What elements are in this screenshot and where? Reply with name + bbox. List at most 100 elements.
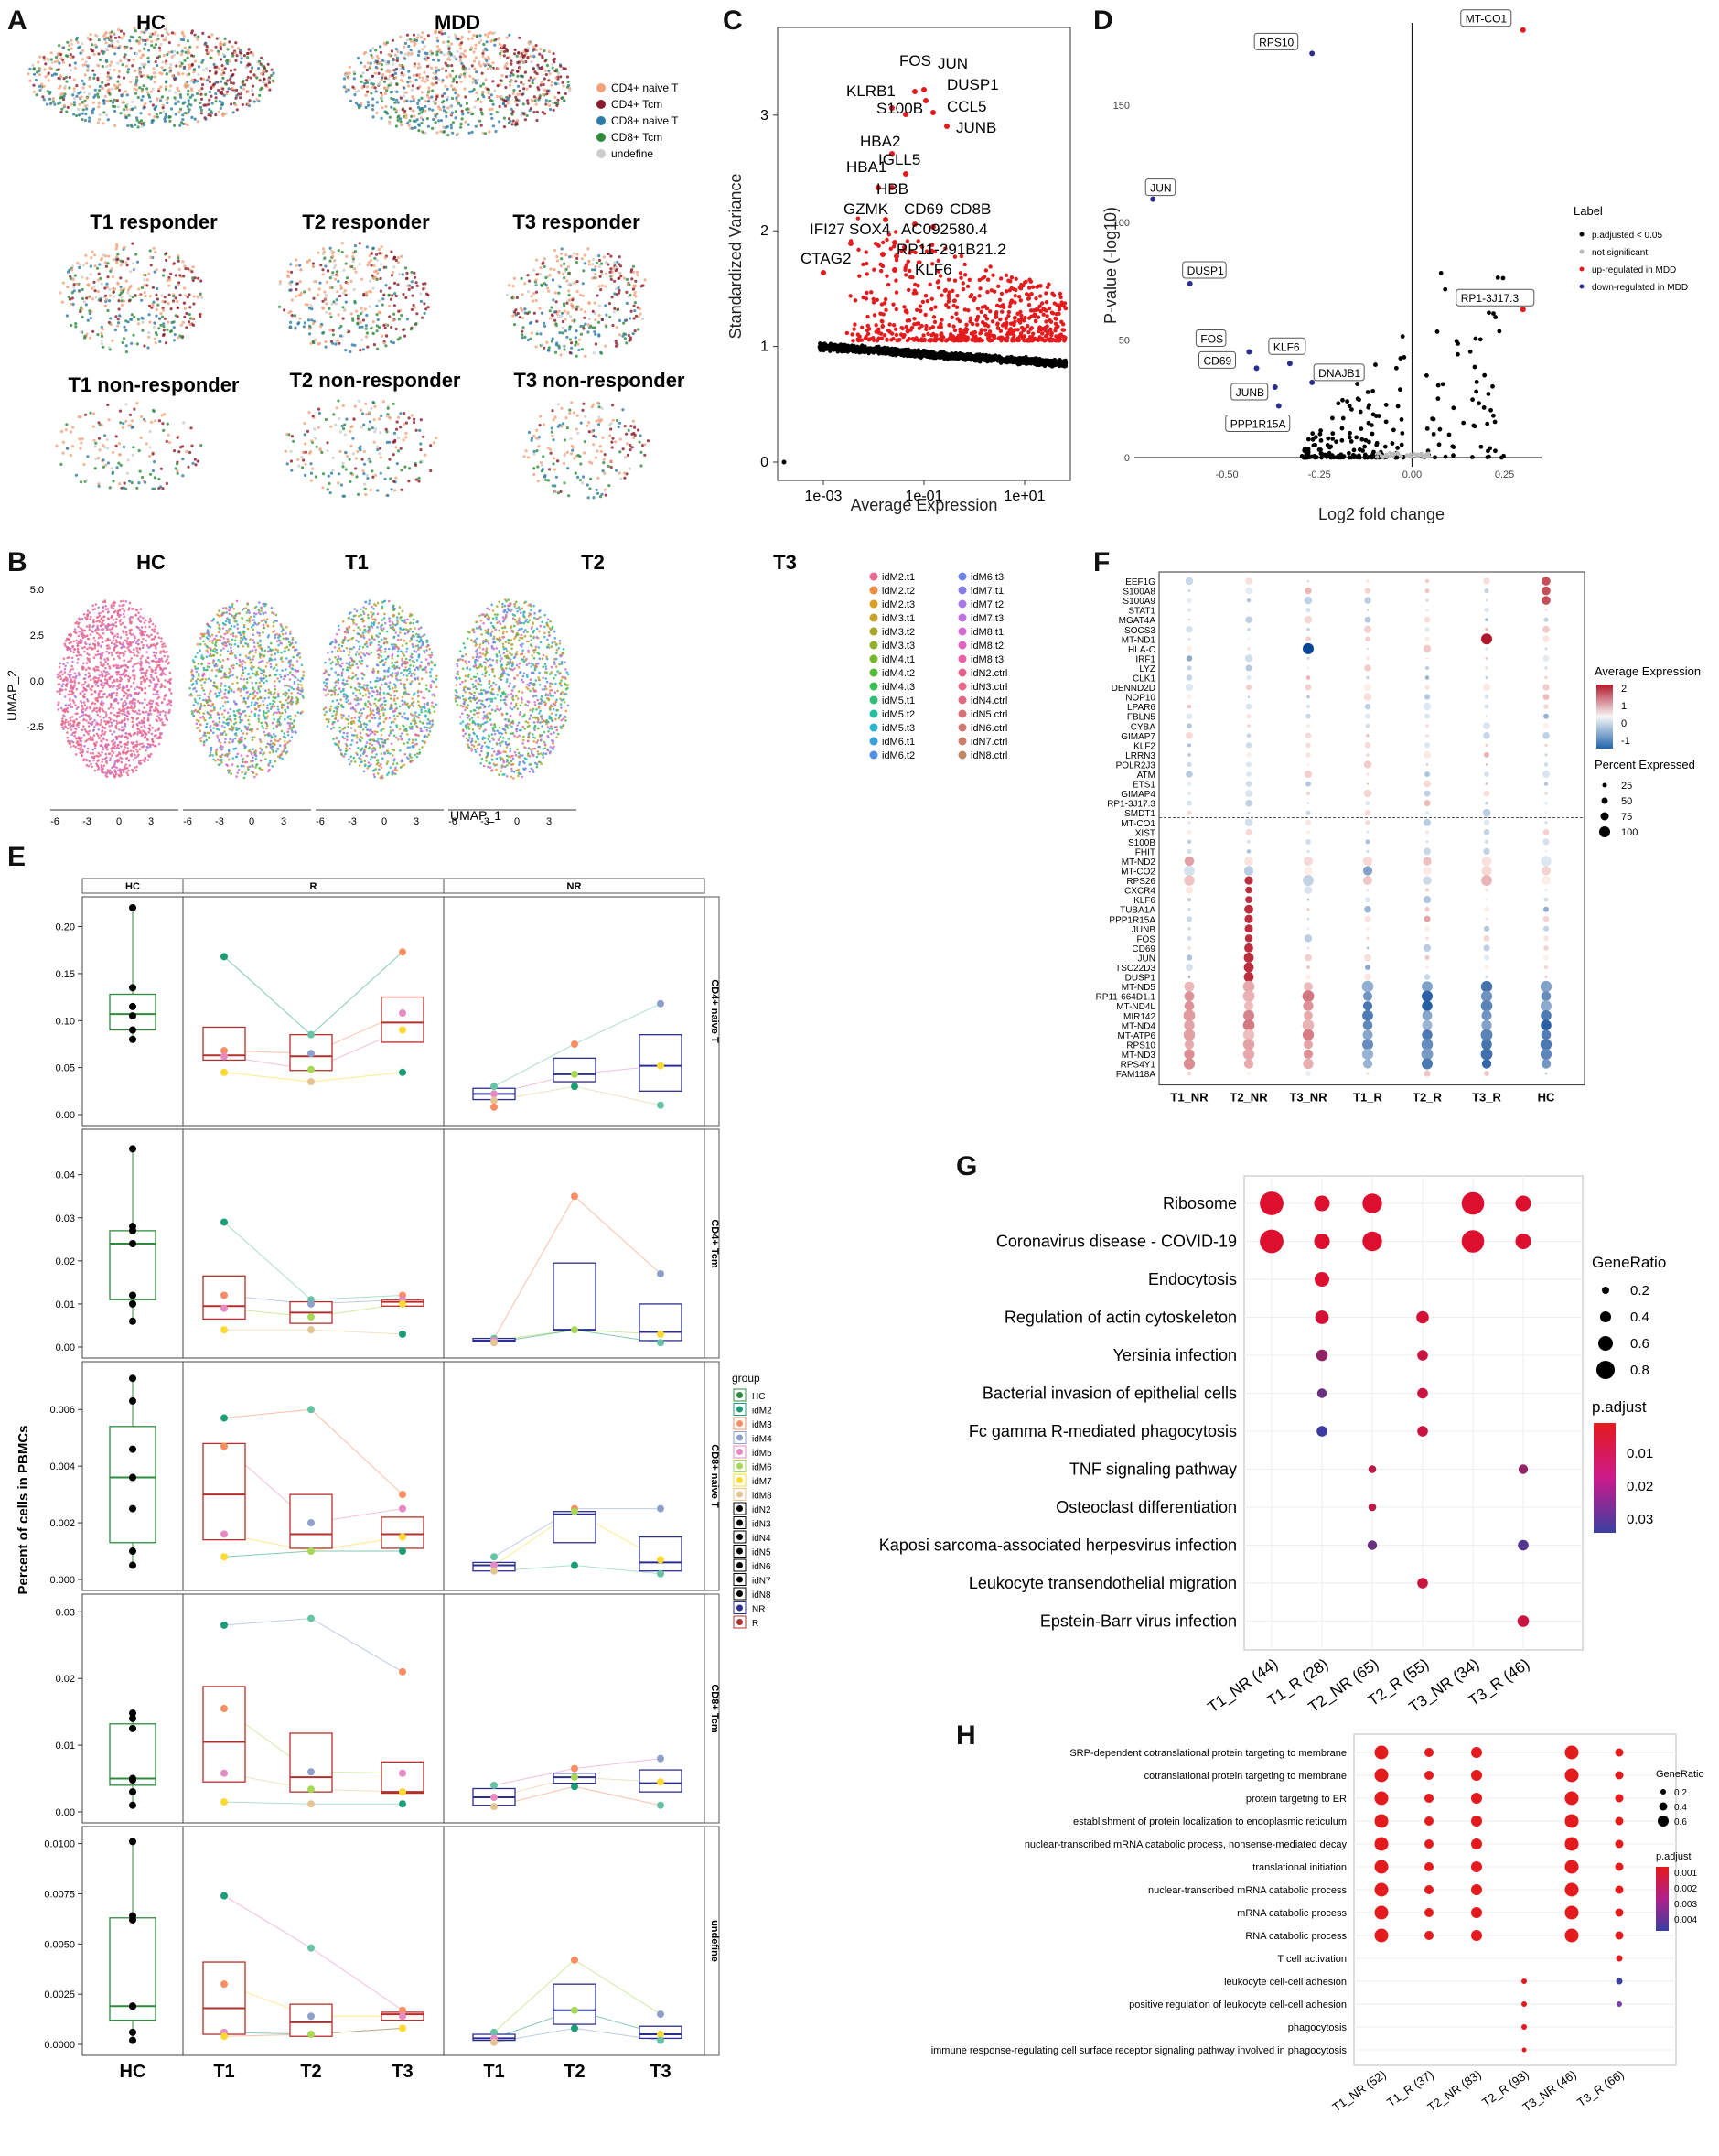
y-tick-label: 0.01 — [56, 1299, 75, 1310]
enrichment-dot — [1374, 1882, 1389, 1897]
term-label: positive regulation of leukocyte cell-ce… — [1129, 2000, 1347, 2010]
data-point — [657, 2010, 664, 2019]
volcano-point — [1272, 383, 1278, 390]
data-point — [490, 2038, 498, 2046]
data-point — [657, 1101, 664, 1109]
legend-tick: 50 — [1621, 796, 1632, 807]
data-point — [399, 1009, 406, 1018]
facet-label-right: CD8+ naive T — [709, 1444, 720, 1508]
group-label: T3_NR (46) — [1520, 2067, 1578, 2114]
term-label: establishment of protein localization to… — [1073, 1816, 1347, 1827]
volcano-point — [1275, 403, 1282, 409]
data-point — [657, 1569, 664, 1578]
gene-label: RP11-664D1.1 — [1096, 993, 1156, 1003]
data-point — [399, 1491, 406, 1499]
legend-tick: -1 — [1621, 736, 1630, 747]
enrichment-dot — [1564, 1905, 1579, 1920]
legend-tick: 1 — [1621, 701, 1627, 712]
y-tick-label: 0.10 — [56, 1016, 75, 1027]
enrichment-dot — [1471, 1838, 1482, 1849]
x-tick-label: 0 — [249, 816, 254, 827]
enrichment-dot — [1615, 1931, 1624, 1940]
enrichment-dot — [1515, 1234, 1531, 1249]
legend-dot — [958, 586, 967, 595]
x-axis-label: UMAP_1 — [450, 808, 501, 823]
data-point — [657, 1801, 664, 1809]
gene-label: GIMAP7 — [1121, 732, 1155, 742]
legend-tick: 75 — [1621, 812, 1632, 823]
term-label: mRNA catabolic process — [1237, 1908, 1347, 1919]
facet-row: CD4+ naive T 0.20 0.15 0.10 0.05 0.00 — [56, 896, 720, 1127]
data-point — [571, 1773, 578, 1782]
gene-label: IGLL5 — [878, 151, 920, 168]
panel-label-d: D — [1093, 5, 1113, 36]
facet-label: R — [310, 881, 317, 892]
enrichment-dot — [1564, 1814, 1579, 1828]
group-label: T3_R — [1472, 1091, 1501, 1105]
data-point — [129, 1473, 136, 1482]
umap-title-t1: T1 — [345, 551, 369, 574]
legend-label: idM7.t2 — [971, 599, 1004, 610]
data-point — [220, 1705, 228, 1712]
term-label: Endocytosis — [1148, 1270, 1237, 1288]
data-point — [571, 1083, 578, 1091]
data-point — [129, 1915, 136, 1924]
gene-label: POLR2J3 — [1116, 760, 1156, 771]
data-point — [129, 1226, 136, 1234]
gene-label: HBA1 — [846, 158, 886, 176]
y-tick-label: 0.20 — [56, 922, 75, 933]
legend-label: CD4+ naive T — [611, 81, 679, 94]
term-label: Coronavirus disease - COVID-19 — [996, 1233, 1237, 1251]
y-tick-label: 0.03 — [56, 1607, 75, 1618]
legend-label: idN2.ctrl — [971, 668, 1007, 679]
data-point — [129, 1240, 136, 1247]
umap-cloud — [284, 399, 438, 498]
gene-label: MT-ND3 — [1122, 1051, 1156, 1061]
umap-cloud — [59, 242, 204, 354]
enrichment-dot — [1564, 1928, 1579, 1943]
gene-label: LYZ — [1139, 664, 1155, 674]
data-point — [220, 1047, 228, 1055]
panel-label-g: G — [956, 1151, 978, 1181]
enrichment-dot — [1374, 1905, 1389, 1920]
data-point — [399, 1667, 406, 1676]
gene-label: KLF6 — [1133, 896, 1155, 906]
data-point — [129, 1374, 136, 1383]
gene-label: S100A9 — [1123, 597, 1155, 607]
facet-row: undefine 0.0100 0.0075 0.0050 0.0025 0.0000 — [44, 1826, 720, 2056]
legend-dot — [1660, 1789, 1666, 1795]
legend-tick: 0.002 — [1674, 1884, 1697, 1894]
enrichment-dot — [1564, 1860, 1579, 1874]
data-point — [220, 1218, 228, 1226]
term-label: Yersinia infection — [1113, 1346, 1237, 1364]
x-tick-label: T1 — [483, 2062, 504, 2082]
color-scale — [1596, 685, 1613, 749]
term-label: immune response-regulating cell surface … — [931, 2045, 1348, 2056]
volcano-legend: Label p.adjusted < 0.05 not significant … — [1574, 204, 1688, 293]
data-point — [129, 1801, 136, 1809]
gene-label: STAT1 — [1128, 607, 1155, 617]
legend-tick: 0.001 — [1674, 1869, 1697, 1879]
term-label: translational initiation — [1252, 1862, 1347, 1873]
data-point — [571, 1326, 578, 1334]
data-point — [399, 1800, 406, 1808]
legend-dot — [958, 737, 967, 746]
data-point — [399, 1788, 406, 1796]
term-label: phagocytosis — [1288, 2022, 1348, 2033]
gene-label: HBA2 — [860, 133, 900, 150]
gene-label: S100A8 — [1123, 588, 1155, 598]
legend-label: idM8 — [752, 1492, 772, 1502]
legend-tick: 0.004 — [1674, 1915, 1697, 1925]
data-point — [220, 1769, 228, 1777]
legend-tick: 0.4 — [1630, 1310, 1649, 1325]
volcano-point — [1246, 349, 1252, 355]
term-label: leukocyte cell-cell adhesion — [1224, 1977, 1347, 1988]
gene-label: GIMAP4 — [1121, 790, 1155, 800]
group-label: T2_R — [1413, 1091, 1442, 1105]
enrichment-dot — [1374, 1837, 1389, 1851]
data-point — [657, 1339, 664, 1347]
dot-column — [1183, 577, 1196, 1076]
group-label: T3_R (66) — [1574, 2067, 1627, 2109]
umap-title-t1-nonresponder: T1 non-responder — [68, 373, 239, 396]
enrichment-dot — [1518, 1464, 1529, 1474]
